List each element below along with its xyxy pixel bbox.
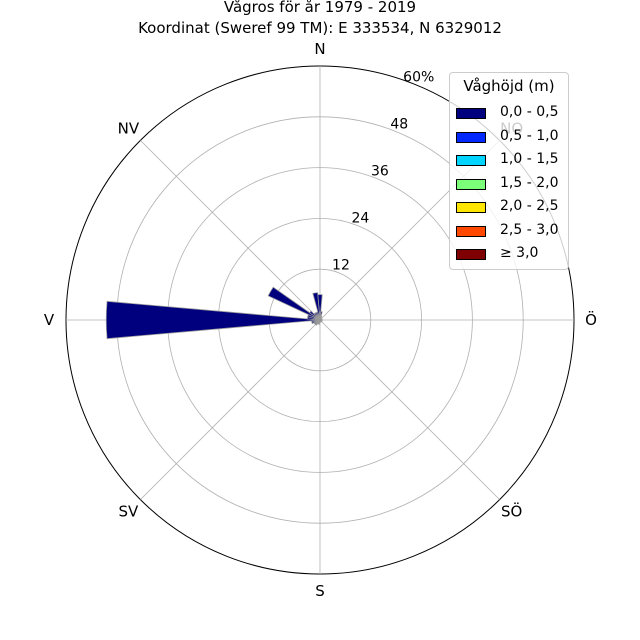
legend-label: 1,5 - 2,0 xyxy=(500,174,559,191)
grid-spoke xyxy=(140,140,321,321)
legend-label: 0,0 - 0,5 xyxy=(500,104,559,120)
legend-title: Våghöjd (m) xyxy=(463,77,555,95)
sector-bars xyxy=(105,286,323,340)
radial-tick-label: 60% xyxy=(403,70,434,86)
direction-label: S xyxy=(315,582,325,600)
legend-swatch xyxy=(456,131,486,143)
direction-label: N xyxy=(314,40,325,58)
legend: Våghöjd (m) 0,0 - 0,5 0,5 - 1,0 1,0 - 1,5 1… xyxy=(449,72,569,270)
legend-swatch xyxy=(456,108,486,119)
legend-swatch xyxy=(456,155,486,166)
direction-label: SV xyxy=(118,503,139,521)
direction-label: V xyxy=(44,311,55,329)
radial-tick-label: 24 xyxy=(351,210,369,226)
radial-tick-label: 48 xyxy=(390,117,408,133)
grid-spoke xyxy=(140,319,321,500)
legend-label: 2,5 - 3,0 xyxy=(500,221,559,238)
legend-swatch xyxy=(456,202,486,213)
grid-spoke xyxy=(319,319,500,500)
direction-label: SÖ xyxy=(501,502,522,521)
legend-swatch xyxy=(456,225,486,237)
sector-bar xyxy=(312,292,321,321)
legend-item: 0,0 - 0,5 xyxy=(456,104,566,123)
legend-item: ≥ 3,0 xyxy=(456,245,566,264)
legend-label: 0,5 - 1,0 xyxy=(500,127,559,144)
legend-label: ≥ 3,0 xyxy=(500,245,539,261)
chart-title: Vågros för år 1979 - 2019 xyxy=(223,0,417,16)
legend-item: 2,5 - 3,0 xyxy=(456,221,566,241)
polar-grid xyxy=(65,65,575,575)
radial-tick-label: 12 xyxy=(332,257,350,273)
legend-item: 1,5 - 2,0 xyxy=(456,174,566,194)
legend-item: 2,0 - 2,5 xyxy=(456,198,566,217)
radial-tick-label: 36 xyxy=(371,164,389,180)
direction-label: NV xyxy=(118,119,140,137)
legend-label: 2,0 - 2,5 xyxy=(500,198,559,214)
direction-label: Ö xyxy=(585,310,597,329)
legend-item: 1,0 - 1,5 xyxy=(456,151,566,170)
legend-label: 1,0 - 1,5 xyxy=(500,151,559,167)
legend-swatch xyxy=(456,178,486,190)
sector-bar xyxy=(267,286,321,321)
legend-item: 0,5 - 1,0 xyxy=(456,127,566,147)
radial-tick-labels: 12 24 36 48 60% xyxy=(332,70,434,274)
chart-subtitle: Koordinat (Sweref 99 TM): E 333534, N 63… xyxy=(138,19,502,37)
sector-bar xyxy=(105,300,321,340)
legend-swatch xyxy=(456,249,486,260)
